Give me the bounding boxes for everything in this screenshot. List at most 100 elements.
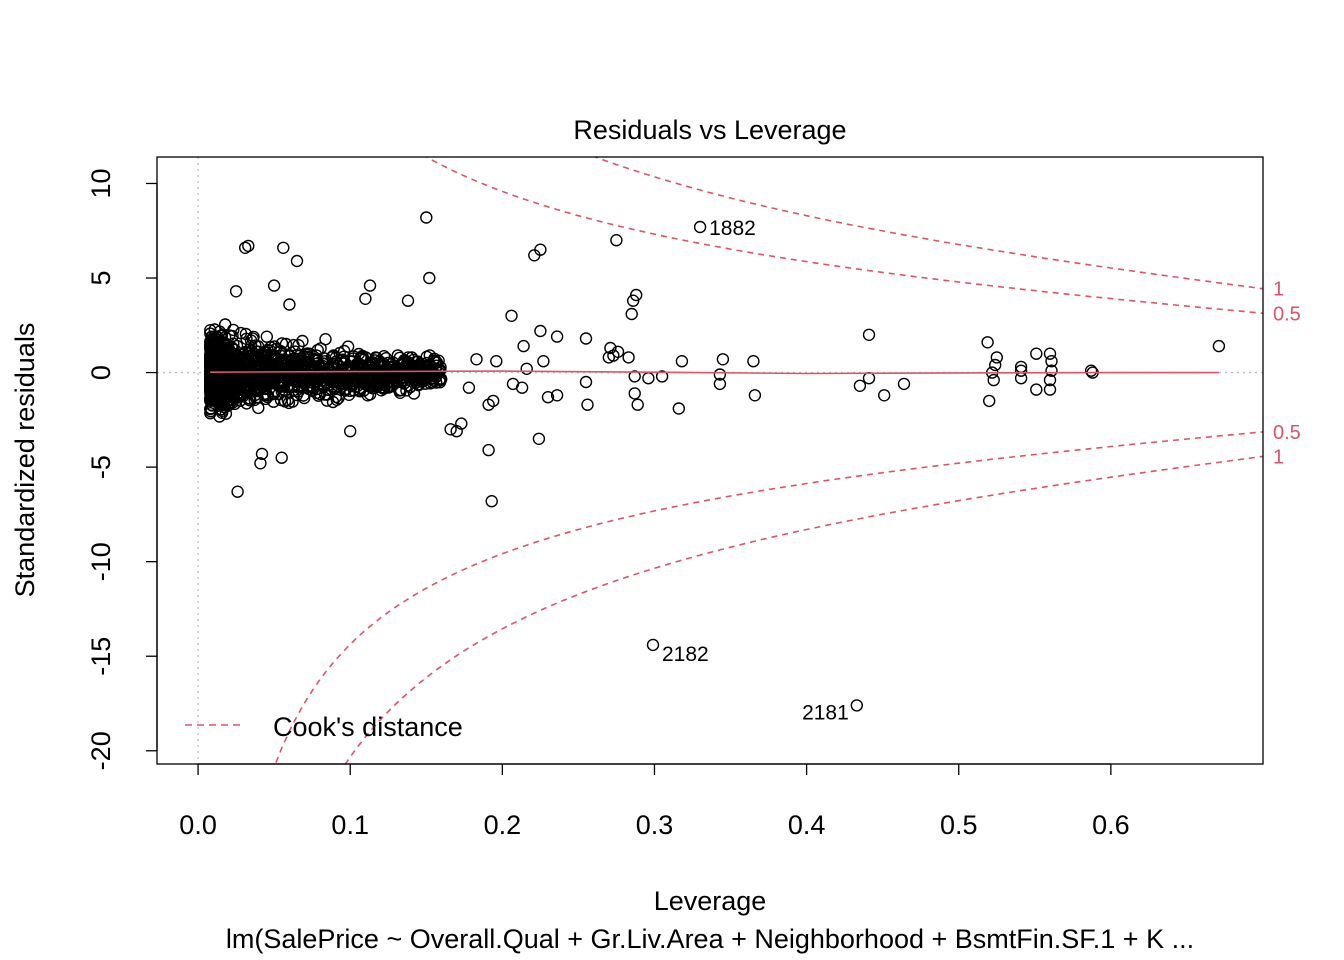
data-point	[1045, 364, 1058, 377]
data-point	[550, 330, 564, 343]
data-point	[713, 377, 727, 391]
cluster-point	[319, 333, 332, 346]
data-point	[420, 211, 433, 224]
plot-frame	[156, 156, 1264, 765]
data-point	[520, 362, 533, 375]
data-point	[423, 271, 436, 285]
data-point	[579, 375, 593, 389]
cluster-point	[217, 364, 230, 377]
cluster-point	[358, 377, 371, 391]
data-point	[878, 389, 891, 402]
data-point	[747, 355, 760, 368]
data-point	[748, 389, 762, 402]
data-point	[363, 279, 377, 292]
data-point	[604, 341, 617, 355]
x-tick-label: 0.1	[331, 810, 369, 840]
data-point	[625, 307, 638, 321]
data-point	[275, 451, 288, 464]
y-tick-label: 0	[86, 365, 116, 380]
cluster-point	[281, 393, 294, 407]
y-tick-label: 10	[86, 168, 116, 198]
cook-label-1-upper: 1	[1273, 279, 1284, 301]
data-point	[581, 398, 594, 411]
cluster-point	[259, 392, 272, 406]
data-point	[1212, 339, 1226, 353]
data-point	[990, 351, 1003, 364]
data-point	[470, 353, 483, 366]
cluster-point	[429, 363, 443, 377]
data-point	[231, 485, 244, 498]
data-point	[607, 349, 620, 362]
data-point	[534, 324, 547, 338]
chart-title: Residuals vs Leverage	[573, 115, 846, 145]
data-point	[444, 423, 457, 436]
data-point	[541, 391, 555, 404]
cluster-point	[208, 389, 222, 402]
cluster-point	[226, 348, 240, 362]
y-tick-label: -10	[86, 542, 116, 581]
data-point	[485, 495, 498, 508]
cluster-point	[279, 337, 293, 351]
y-tick-label: 5	[86, 270, 116, 285]
data-point	[344, 425, 357, 438]
data-point	[450, 425, 463, 438]
data-point	[1043, 347, 1057, 360]
data-point	[482, 443, 495, 457]
data-point	[672, 402, 685, 415]
cluster-point	[315, 369, 329, 382]
cluster-point	[375, 384, 388, 397]
data-point	[1030, 383, 1043, 396]
cluster-point	[325, 351, 339, 364]
data-point	[1043, 383, 1057, 396]
data-point	[254, 457, 267, 470]
data-point	[622, 351, 635, 364]
cluster-point	[361, 389, 374, 402]
cluster-point	[347, 350, 360, 363]
cluster-point	[212, 331, 225, 345]
cook-distance-labels: 0.50.511	[1273, 279, 1301, 469]
cluster-point	[248, 351, 262, 364]
cluster-point	[204, 352, 217, 365]
cook-distance-curves	[274, 157, 1263, 764]
cluster-point	[258, 387, 272, 400]
cluster-point	[251, 375, 265, 388]
data-point	[981, 336, 994, 349]
data-point	[628, 370, 641, 383]
chart-subtitle: lm(SalePrice ~ Overall.Qual + Gr.Liv.Are…	[226, 924, 1194, 954]
x-tick-label: 0.3	[636, 810, 674, 840]
data-point	[462, 381, 476, 394]
data-point	[517, 339, 530, 353]
y-axis-label: Standardized residuals	[10, 323, 40, 598]
cluster-point	[290, 374, 304, 388]
cluster-point	[242, 393, 256, 407]
y-tick-label: -15	[86, 637, 116, 676]
cluster-point	[204, 407, 217, 420]
cook-curve-0.5-upper	[424, 157, 1263, 315]
smooth-curve	[210, 370, 1219, 375]
data-point	[238, 241, 252, 255]
x-tick-label: 0.4	[788, 810, 826, 840]
cluster-point	[333, 346, 346, 360]
cluster-point	[236, 364, 250, 377]
cluster-point	[356, 349, 369, 363]
data-points	[203, 211, 1226, 712]
data-point	[242, 239, 255, 253]
data-point	[675, 355, 689, 368]
data-point	[255, 447, 269, 461]
data-point	[490, 355, 503, 368]
legend: Cook's distance	[185, 712, 463, 742]
cluster-point	[339, 384, 352, 397]
cluster-point	[252, 401, 265, 415]
x-tick-label: 0.6	[1092, 810, 1130, 840]
cluster-point	[300, 373, 313, 386]
data-point	[537, 355, 550, 368]
cluster-point	[404, 368, 418, 381]
legend-label: Cook's distance	[273, 712, 463, 742]
cook-label-1-lower: 1	[1273, 446, 1284, 468]
cluster-point	[251, 391, 264, 404]
cook-curve-1-lower	[344, 455, 1263, 764]
y-tick-label: -5	[86, 455, 116, 479]
cluster-point	[244, 379, 258, 392]
cluster-point	[218, 318, 232, 331]
